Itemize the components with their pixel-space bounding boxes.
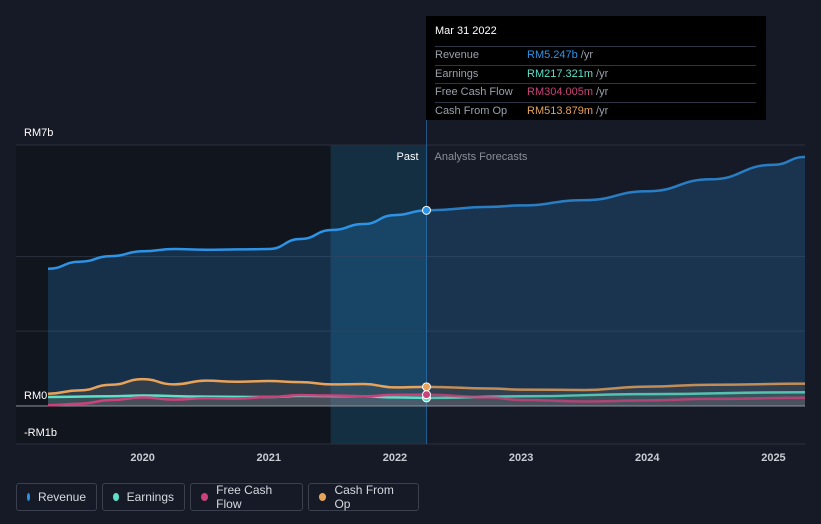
forecast-label: Analysts Forecasts [435,151,528,163]
free-cash-flow-forecast-line [426,393,806,403]
tooltip-value: RM304.005m [527,86,594,98]
legend-label: Free Cash Flow [216,483,273,511]
tooltip-label: Revenue [435,49,480,61]
legend-item-earnings[interactable]: Earnings [102,483,185,511]
tooltip-row-revenue: Revenue RM5.247b /yr [435,46,756,65]
tooltip-label: Free Cash Flow [435,86,513,98]
legend-label: Cash From Op [334,483,394,511]
tooltip-unit: /yr [596,86,609,98]
y-axis-label-max: RM7b [24,127,53,139]
cash-from-op-forecast-line [426,382,806,392]
legend-label: Earnings [126,490,174,504]
revenue-point [422,205,431,215]
tooltip-row-free-cash-flow: Free Cash Flow RM304.005m /yr [435,83,756,102]
revenue-line [47,209,427,271]
legend-label: Revenue [37,490,86,504]
tooltip-row-earnings: Earnings RM217.321m /yr [435,64,756,84]
x-tick-label: 2023 [509,452,533,464]
tooltip-unit: /yr [596,67,609,80]
tooltip-value: RM5.247b [527,49,578,61]
legend-item-revenue[interactable]: Revenue [16,483,97,511]
legend-item-free-cash-flow[interactable]: Free Cash Flow [190,483,303,511]
legend-item-cash-from-op[interactable]: Cash From Op [308,483,419,511]
cash-from-op-point [422,382,431,392]
x-tick-label: 2025 [761,452,785,464]
x-tick-label: 2021 [257,452,281,464]
revenue-area [48,156,805,406]
tooltip-value: RM217.321m [527,67,594,80]
earnings-dot-icon [113,493,119,501]
tooltip-unit: /yr [596,104,609,117]
tooltip-label: Earnings [435,67,479,80]
free-cash-flow-point [422,390,431,400]
free-cash-flow-line [47,393,427,407]
tooltip-date: Mar 31 2022 [435,25,497,37]
cash-from-op-line [47,377,427,395]
x-tick-label: 2022 [383,452,407,464]
free-cash-flow-dot-icon [201,493,209,501]
revenue-dot-icon [27,493,30,501]
x-tick-label: 2020 [130,452,154,464]
x-tick-label: 2024 [635,452,660,464]
tooltip-value: RM513.879m [527,104,594,117]
y-axis-label-zero: RM0 [24,390,47,402]
cash-from-op-dot-icon [319,493,327,501]
tooltip-unit: /yr [580,49,593,61]
tooltip: Mar 31 2022 Revenue RM5.247b /yr Earning… [426,16,766,120]
y-axis-label-min: -RM1b [24,427,57,439]
past-label: Past [396,151,418,163]
tooltip-row-cash-from-op: Cash From Op RM513.879m /yr [435,101,756,121]
revenue-forecast-line [426,155,806,212]
tooltip-label: Cash From Op [435,104,508,117]
